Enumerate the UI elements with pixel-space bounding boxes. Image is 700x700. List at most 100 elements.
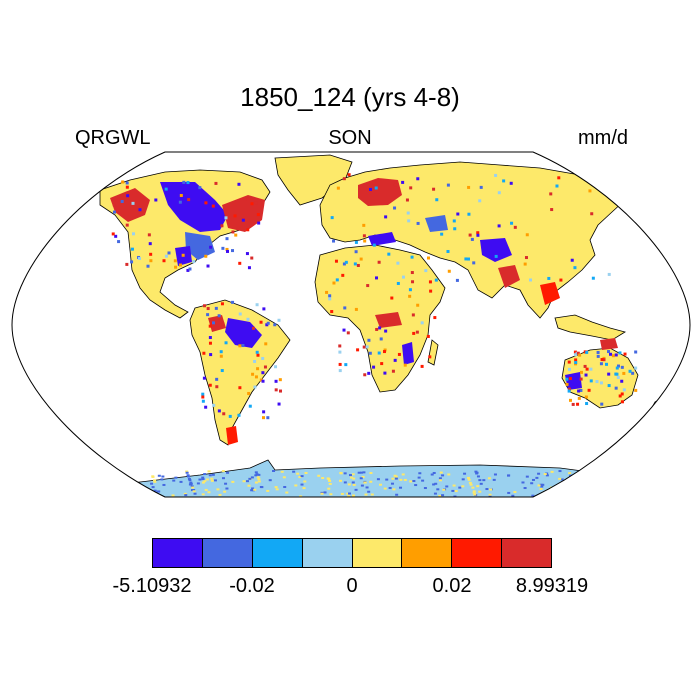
speckle-cell [225,249,229,253]
speckle-cell [237,413,241,417]
speckle-cell [196,482,200,485]
speckle-cell [558,470,562,473]
speckle-cell [238,344,242,348]
speckle-cell [391,477,395,480]
anomaly-canada-blue [160,182,228,232]
speckle-cell [566,493,570,496]
speckle-cell [219,354,223,358]
globe-outline [11,151,691,498]
colorbar-tick-label: 0.02 [432,575,472,597]
speckle-cell [549,192,553,196]
speckle-cell [257,473,261,476]
speckle-cell [510,221,514,225]
speckle-cell [253,359,257,363]
speckle-cell [215,377,219,381]
speckle-cell [332,239,336,243]
speckle-cell [565,490,569,493]
speckle-cell [210,477,214,480]
speckle-cell [563,481,567,484]
speckle-cell [193,492,197,495]
speckle-cell [487,477,491,480]
speckle-cell [575,487,579,490]
speckle-cell [321,477,325,480]
speckle-cell [608,173,612,177]
speckle-cell [149,252,153,256]
speckle-cell [339,479,343,482]
speckle-cell [209,353,213,357]
speckle-cell [263,365,267,369]
speckle-cell [368,351,372,355]
speckle-cell [577,389,581,393]
speckle-cell [280,470,284,473]
speckle-cell [238,261,242,265]
speckle-cell [210,479,214,482]
speckle-cell [454,490,458,493]
speckle-cell [418,472,422,475]
speckle-cell [447,269,451,273]
speckle-cell [225,237,229,241]
speckle-cell [473,493,477,496]
speckle-cell [359,477,363,480]
speckle-cell [467,476,471,479]
speckle-cell [399,486,403,489]
speckle-cell [634,350,638,354]
speckle-cell [382,350,386,354]
speckle-cell [523,487,527,490]
speckle-cell [201,399,205,403]
speckle-cell [343,481,347,484]
speckle-cell [579,388,583,392]
speckle-cell [567,360,571,364]
speckle-cell [428,355,432,359]
speckle-cell [347,495,351,497]
speckle-cell [327,487,331,490]
speckle-cell [620,379,624,383]
speckle-cell [248,404,252,408]
speckle-cell [384,329,388,333]
speckle-cell [334,259,338,263]
speckle-cell [300,475,304,478]
speckle-cell [150,482,154,485]
speckle-cell [138,208,142,212]
speckle-cell [221,477,225,480]
speckle-cell [255,473,259,476]
speckle-cell [434,278,438,282]
speckle-cell [447,473,451,476]
speckle-cell [261,416,265,420]
speckle-cell [434,226,438,230]
speckle-cell [429,289,433,293]
speckle-cell [231,230,235,234]
speckle-cell [273,323,277,327]
speckle-cell [173,259,177,263]
speckle-cell [433,316,437,320]
speckle-cell [442,488,446,491]
speckle-cell [573,353,577,357]
speckle-cell [191,486,195,489]
speckle-cell [218,493,222,496]
speckle-cell [137,257,141,261]
speckle-cell [247,484,251,487]
speckle-cell [253,385,257,389]
speckle-cell [622,371,626,375]
speckle-cell [369,187,373,191]
speckle-cell [254,481,258,484]
speckle-cell [421,479,425,482]
speckle-cell [231,480,235,483]
speckle-cell [213,479,217,482]
speckle-cell [201,493,205,496]
speckle-cell [455,278,459,282]
speckle-cell [550,208,554,212]
speckle-cell [298,476,302,479]
speckle-cell [555,184,559,188]
speckle-cell [327,478,331,481]
speckle-cell [248,477,252,480]
speckle-cell [204,488,208,491]
speckle-cell [112,203,116,207]
speckle-cell [349,476,353,479]
colorbar-swatch [302,539,353,567]
speckle-cell [452,484,456,487]
speckle-cell [393,206,397,210]
anomaly-africa-red [375,312,402,328]
speckle-cell [585,367,589,371]
speckle-cell [433,492,437,495]
speckle-cell [362,471,366,474]
